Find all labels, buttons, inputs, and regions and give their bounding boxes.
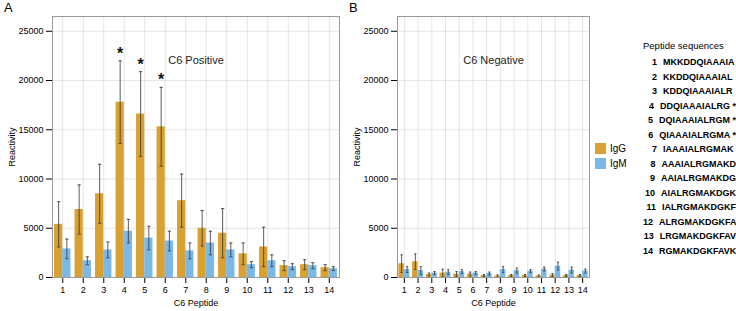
svg-text:9: 9 [224, 285, 229, 295]
html-text:KKDDQIAAAIAL: KKDDQIAAAIAL [663, 71, 733, 82]
svg-text:Reactivity: Reactivity [7, 127, 17, 167]
svg-text:7: 7 [183, 285, 188, 295]
html-text:4: 4 [649, 100, 654, 111]
svg-text:*: * [117, 45, 124, 62]
html-text:LRGMAKDGKFAV: LRGMAKDGKFAV [659, 231, 736, 241]
svg-text:25000: 25000 [363, 26, 388, 36]
html-text:DDQIAAAIALRG *: DDQIAAAIALRG * [660, 100, 736, 111]
svg-text:8: 8 [498, 285, 503, 295]
svg-text:14: 14 [324, 285, 334, 295]
svg-text:2: 2 [416, 285, 421, 295]
svg-text:3: 3 [101, 285, 106, 295]
svg-text:2: 2 [81, 285, 86, 295]
html-text:6: 6 [648, 129, 654, 140]
svg-text:8: 8 [204, 285, 209, 295]
svg-text:Reactivity: Reactivity [352, 127, 362, 167]
svg-text:C6 Negative: C6 Negative [463, 54, 524, 66]
svg-text:6: 6 [470, 285, 475, 295]
html-text:IALRGMAKDGKF: IALRGMAKDGKF [662, 202, 736, 212]
svg-text:11: 11 [537, 285, 546, 295]
html-text:DQIAAAIALRGM *: DQIAAAIALRGM * [659, 115, 736, 125]
html-text:12: 12 [643, 216, 653, 227]
html-text:IgM: IgM [610, 157, 627, 169]
svg-text:13: 13 [304, 285, 314, 295]
html-text:AIALRGMAKDGK: AIALRGMAKDGK [661, 187, 736, 198]
svg-text:1: 1 [60, 285, 65, 295]
svg-text:14: 14 [578, 285, 588, 295]
svg-text:4: 4 [122, 285, 127, 295]
svg-text:10000: 10000 [363, 174, 388, 184]
svg-text:10000: 10000 [18, 174, 43, 184]
svg-text:*: * [158, 71, 165, 88]
svg-text:5000: 5000 [368, 223, 388, 233]
html-text:5: 5 [648, 115, 653, 125]
html-text:AAIALRGMAKDG: AAIALRGMAKDG [661, 173, 736, 183]
html-text:IgG: IgG [610, 142, 627, 154]
html-text:9: 9 [650, 173, 655, 183]
html-text:A: A [4, 0, 13, 15]
html-text:Peptide sequences: Peptide sequences [643, 40, 724, 51]
svg-text:*: * [138, 56, 145, 73]
html-text:IAAAIALRGMAK: IAAAIALRGMAK [663, 144, 734, 154]
svg-text:5: 5 [142, 285, 147, 295]
svg-text:0: 0 [38, 272, 43, 282]
html-text:11: 11 [646, 202, 656, 212]
svg-text:11: 11 [263, 285, 272, 295]
svg-text:0: 0 [383, 272, 388, 282]
html-text:10: 10 [645, 187, 655, 198]
svg-text:10: 10 [523, 285, 533, 295]
svg-text:C6 Positive: C6 Positive [168, 54, 224, 66]
svg-text:20000: 20000 [363, 75, 388, 85]
html-text:MKKDDQIAAAIA: MKKDDQIAAAIA [663, 57, 735, 67]
svg-text:C6 Peptide: C6 Peptide [471, 298, 516, 308]
svg-text:9: 9 [512, 285, 517, 295]
svg-text:15000: 15000 [18, 125, 43, 135]
svg-text:7: 7 [484, 285, 489, 295]
html-text:3: 3 [652, 86, 657, 96]
svg-text:4: 4 [443, 285, 448, 295]
svg-text:1: 1 [402, 285, 407, 295]
html-text:B: B [349, 0, 358, 15]
html-text:1: 1 [652, 57, 657, 67]
svg-text:5000: 5000 [23, 223, 43, 233]
svg-text:3: 3 [429, 285, 434, 295]
html-text:ALRGMAKDGKFA: ALRGMAKDGKFA [659, 216, 736, 227]
svg-text:6: 6 [163, 285, 168, 295]
html-text:7: 7 [652, 144, 657, 154]
svg-text:C6 Peptide: C6 Peptide [174, 298, 219, 308]
html-text:13: 13 [643, 231, 654, 241]
html-text:8: 8 [650, 158, 656, 169]
svg-text:15000: 15000 [363, 125, 388, 135]
svg-text:12: 12 [283, 285, 293, 295]
html-text:RGMAKDGKFAVK: RGMAKDGKFAVK [659, 245, 736, 256]
html-text:14: 14 [643, 245, 653, 256]
svg-text:13: 13 [564, 285, 574, 295]
html-text:QIAAAIALRGMA *: QIAAAIALRGMA * [659, 129, 736, 140]
svg-text:10: 10 [242, 285, 252, 295]
svg-text:5: 5 [457, 285, 462, 295]
svg-text:20000: 20000 [18, 75, 43, 85]
html-text:2: 2 [652, 71, 657, 82]
svg-text:25000: 25000 [18, 26, 43, 36]
html-text:AAAIALRGMAKD: AAAIALRGMAKD [661, 158, 736, 169]
svg-text:12: 12 [550, 285, 560, 295]
html-text:KDDQIAAAIALR: KDDQIAAAIALR [663, 86, 733, 96]
